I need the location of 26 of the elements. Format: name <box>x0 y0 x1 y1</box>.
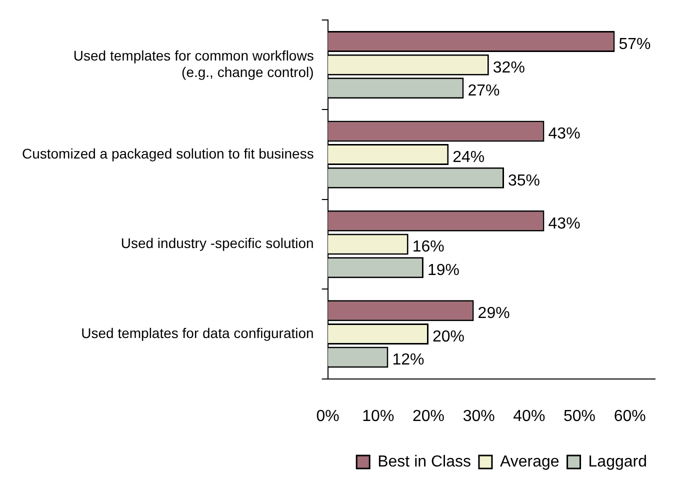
x-tick-label: 60% <box>614 408 646 425</box>
legend-label: Best in Class <box>378 453 471 470</box>
x-tick-label: 10% <box>362 408 394 425</box>
data-label: 43% <box>548 126 580 143</box>
data-label: 12% <box>392 352 424 369</box>
data-label: 20% <box>432 328 465 346</box>
data-label: 35% <box>508 172 540 190</box>
y-tick-label: Used templates for common workflows (e.g., change control) <box>73 47 314 80</box>
data-label: 43% <box>548 215 580 232</box>
legend-label: Laggard <box>588 453 647 470</box>
data-label: 32% <box>492 59 525 76</box>
x-tick-label: 50% <box>563 408 596 425</box>
x-tick-label: 0% <box>316 408 340 425</box>
x-tick-label: 30% <box>462 408 495 425</box>
legend-label: Average <box>500 453 560 470</box>
data-label: 29% <box>478 305 510 322</box>
y-tick-label: Used templates for data configuration <box>81 324 314 341</box>
x-tick-label: 20% <box>412 408 445 425</box>
data-label: 27% <box>468 82 500 100</box>
data-label: 16% <box>412 238 444 256</box>
y-tick-label: Customized a packaged solution to fit business <box>22 145 314 162</box>
x-tick-label: 40% <box>513 408 546 425</box>
data-label: 19% <box>427 262 460 279</box>
y-tick-label: Used industry -specific solution <box>120 235 314 252</box>
data-label: 57% <box>618 36 651 53</box>
data-label: 24% <box>452 148 485 166</box>
